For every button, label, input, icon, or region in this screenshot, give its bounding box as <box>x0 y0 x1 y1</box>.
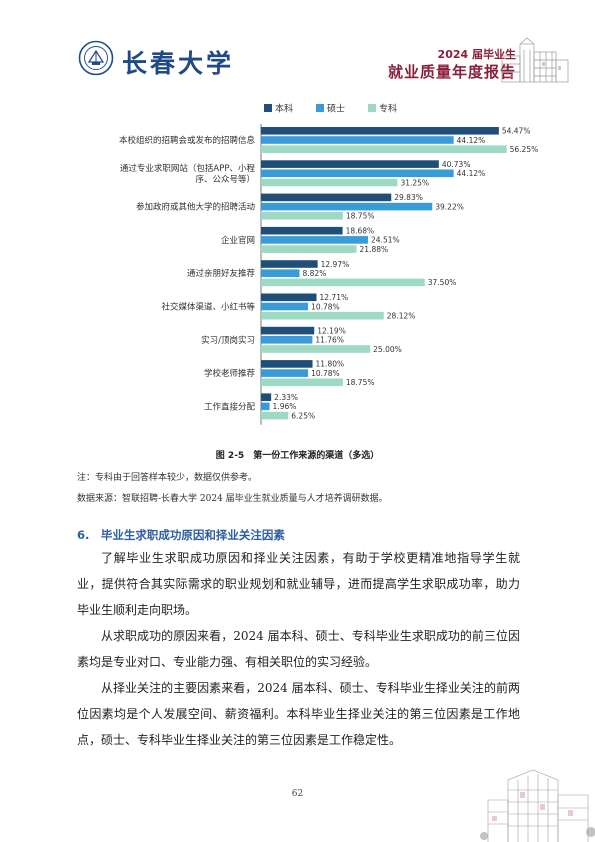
bar-5-0 <box>261 293 317 302</box>
bar-value-label: 12.19% <box>317 326 346 335</box>
category-label: 通过亲朋好友推荐 <box>187 268 256 279</box>
bar-value-label: 10.78% <box>311 369 340 378</box>
campus-sketch-illustration-bottom <box>480 769 595 842</box>
chart-note: 注：专科由于回答样本较少，数据仅供参考。 <box>77 473 258 483</box>
bar-value-label: 29.83% <box>394 193 423 202</box>
bar-value-label: 18.68% <box>346 227 375 236</box>
bar-1-0 <box>261 160 439 168</box>
bar-7-2 <box>261 378 343 387</box>
legend-label-2: 专科 <box>379 103 397 115</box>
bar-value-label: 18.75% <box>346 378 375 387</box>
data-source-note: 数据来源：智联招聘-长春大学 2024 届毕业生就业质量与人才培养调研数据。 <box>77 494 388 504</box>
category-label: 序、公众号等） <box>195 174 255 185</box>
bar-value-label: 31.25% <box>400 178 429 187</box>
legend-label-0: 本科 <box>275 103 293 115</box>
bar-value-label: 18.75% <box>346 212 375 221</box>
bar-5-2 <box>261 311 384 320</box>
bar-value-label: 54.47% <box>502 127 531 136</box>
bar-0-1 <box>261 136 454 144</box>
bar-value-label: 8.82% <box>303 269 327 278</box>
legend-swatch-0 <box>264 104 272 112</box>
bar-2-2 <box>261 212 343 220</box>
bar-3-0 <box>261 226 343 235</box>
bar-4-1 <box>261 269 300 277</box>
bar-value-label: 12.97% <box>321 260 350 269</box>
bar-value-label: 11.76% <box>315 336 344 345</box>
legend-swatch-2 <box>368 104 376 112</box>
bar-2-1 <box>261 202 433 211</box>
bar-1-1 <box>261 169 454 178</box>
bar-value-label: 11.80% <box>316 360 345 369</box>
campus-sketch-illustration <box>501 37 569 83</box>
university-seal-icon <box>78 40 114 76</box>
bar-6-2 <box>261 345 371 353</box>
bar-5-1 <box>261 302 309 311</box>
legend-swatch-1 <box>316 104 324 112</box>
bar-value-label: 56.25% <box>510 145 539 154</box>
bar-0-2 <box>261 145 507 153</box>
bar-8-2 <box>261 411 289 420</box>
page-header: 长春大学 2024 届毕业生 就业质量年度报告 <box>0 0 595 95</box>
category-label: 社交媒体渠道、小红书等 <box>161 302 255 313</box>
bar-value-label: 1.96% <box>273 402 297 411</box>
bar-3-1 <box>261 236 369 244</box>
bar-value-label: 37.50% <box>428 278 457 287</box>
category-label: 工作直接分配 <box>204 401 256 412</box>
bar-value-label: 25.00% <box>373 345 402 354</box>
figure-caption: 图 2-5 第一份工作来源的渠道（多选） <box>215 451 380 461</box>
category-label: 企业官网 <box>221 235 255 246</box>
bar-7-1 <box>261 369 309 377</box>
bar-2-0 <box>261 193 392 202</box>
bar-4-2 <box>261 278 425 287</box>
bar-value-label: 39.22% <box>435 202 464 211</box>
bar-8-1 <box>261 402 270 411</box>
bar-1-2 <box>261 178 398 187</box>
bar-value-label: 6.25% <box>291 411 315 420</box>
bar-6-1 <box>261 336 313 344</box>
bar-0-0 <box>261 127 499 135</box>
bar-3-2 <box>261 245 357 253</box>
bar-6-0 <box>261 326 315 335</box>
bar-value-label: 10.78% <box>311 302 340 311</box>
category-label: 通过专业求职网站（包括APP、小程 <box>120 163 256 174</box>
paragraph-success-reasons: 从求职成功的原因来看，2024 届本科、硕士、专科毕业生求职成功的前三位因素均是… <box>77 629 520 669</box>
bar-value-label: 24.51% <box>371 236 400 245</box>
bar-value-label: 12.71% <box>320 293 349 302</box>
page-number: 62 <box>291 789 304 799</box>
legend-label-1: 硕士 <box>327 103 345 115</box>
report-year: 2024 届毕业生 <box>437 48 516 61</box>
category-label: 实习/顶岗实习 <box>201 335 255 346</box>
bar-value-label: 21.88% <box>360 245 389 254</box>
bar-value-label: 44.12% <box>457 169 486 178</box>
category-label: 参加政府或其他大学的招聘活动 <box>136 202 256 213</box>
university-logo-text: 长春大学 <box>122 49 235 78</box>
report-title: 就业质量年度报告 <box>387 63 516 81</box>
bar-4-0 <box>261 260 318 268</box>
bar-8-0 <box>261 393 272 401</box>
category-label: 学校老师推荐 <box>204 368 256 379</box>
category-label: 本校组织的招聘会或发布的招聘信息 <box>119 135 256 146</box>
bar-7-0 <box>261 360 313 368</box>
bar-value-label: 44.12% <box>457 136 486 145</box>
bar-value-label: 28.12% <box>387 312 416 321</box>
bar-value-label: 2.33% <box>274 393 298 402</box>
bar-value-label: 40.73% <box>442 160 471 169</box>
paragraph-job-factors: 从择业关注的主要因素来看，2024 届本科、硕士、专科毕业生择业关注的前两位因素… <box>77 681 520 747</box>
paragraph-intro: 了解毕业生求职成功原因和择业关注因素，有助于学校更精准地指导学生就业，提供符合其… <box>77 551 520 617</box>
section-heading: 6. 毕业生求职成功原因和择业关注因素 <box>77 528 285 542</box>
